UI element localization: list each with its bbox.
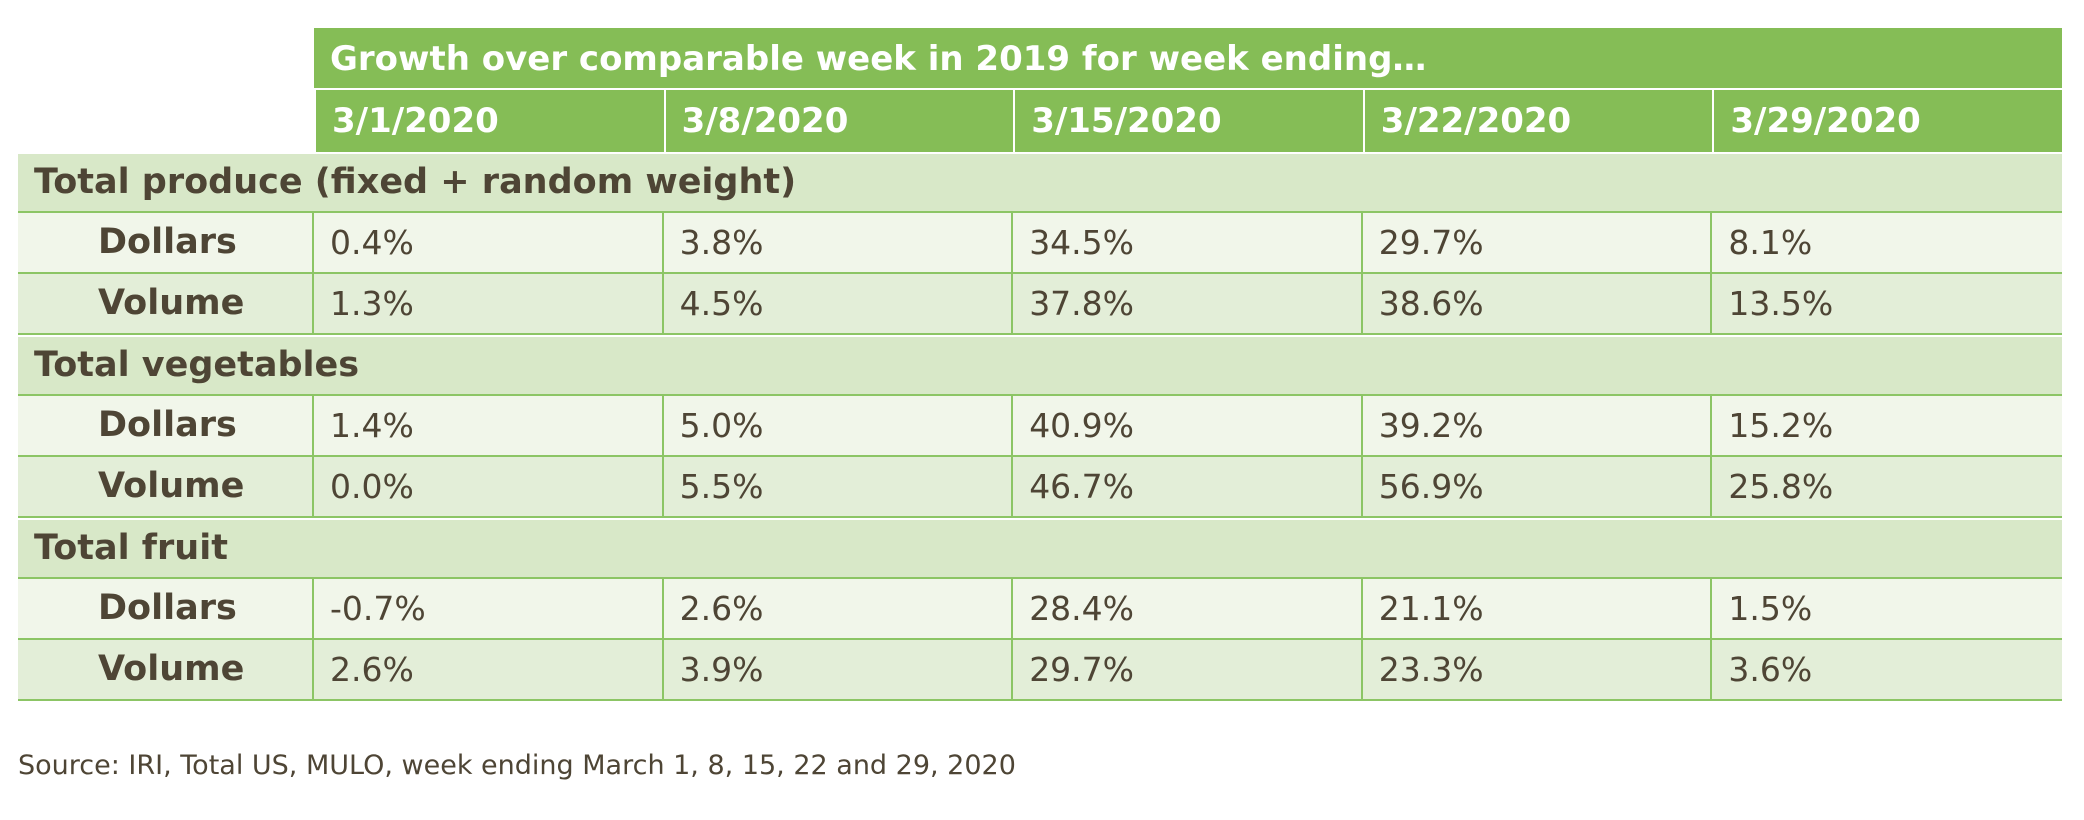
table-header-dates: 3/1/2020 3/8/2020 3/15/2020 3/22/2020 3/… — [18, 90, 2062, 152]
source-note: Source: IRI, Total US, MULO, week ending… — [18, 750, 1016, 781]
row-label: Volume — [18, 274, 314, 333]
table-cell: 39.2% — [1363, 396, 1713, 455]
header-date-5: 3/29/2020 — [1712, 90, 2062, 152]
table-cell: 38.6% — [1363, 274, 1713, 333]
table-row: Volume 1.3% 4.5% 37.8% 38.6% 13.5% — [18, 274, 2062, 335]
growth-table: Growth over comparable week in 2019 for … — [18, 28, 2062, 701]
table-cell: -0.7% — [314, 579, 664, 638]
table-cell: 46.7% — [1013, 457, 1363, 516]
section-total-vegetables: Total vegetables — [18, 335, 2062, 396]
row-label: Dollars — [18, 213, 314, 272]
table-cell: 5.0% — [664, 396, 1014, 455]
header-blank-cell — [18, 28, 314, 90]
row-label: Dollars — [18, 579, 314, 638]
table-cell: 37.8% — [1013, 274, 1363, 333]
table-row: Volume 2.6% 3.9% 29.7% 23.3% 3.6% — [18, 640, 2062, 701]
table-cell: 3.8% — [664, 213, 1014, 272]
header-date-2: 3/8/2020 — [663, 90, 1014, 152]
table-cell: 29.7% — [1363, 213, 1713, 272]
table-cell: 40.9% — [1013, 396, 1363, 455]
table-cell: 1.5% — [1728, 589, 1813, 628]
table-cell: 56.9% — [1363, 457, 1713, 516]
table-cell: 5.5% — [664, 457, 1014, 516]
table-cell: 34.5% — [1013, 213, 1363, 272]
table-cell: 21.1% — [1363, 579, 1713, 638]
table-cell: 29.7% — [1013, 640, 1363, 699]
table-cell: 13.5% — [1728, 284, 1834, 323]
table-row: Volume 0.0% 5.5% 46.7% 56.9% 25.8% — [18, 457, 2062, 518]
table-row: Dollars -0.7% 2.6% 28.4% 21.1% 1.5% — [18, 579, 2062, 640]
table-cell: 2.6% — [314, 640, 664, 699]
table-row: Dollars 1.4% 5.0% 40.9% 39.2% 15.2% — [18, 396, 2062, 457]
table-cell: 8.1% — [1728, 223, 1813, 262]
header-group-title: Growth over comparable week in 2019 for … — [314, 28, 2062, 90]
row-label: Dollars — [18, 396, 314, 455]
table-row: Dollars 0.4% 3.8% 34.5% 29.7% 8.1% — [18, 213, 2062, 274]
table-cell: 15.2% — [1728, 406, 1834, 445]
row-label: Volume — [18, 457, 314, 516]
table-cell: 0.0% — [314, 457, 664, 516]
table-cell: 23.3% — [1363, 640, 1713, 699]
header-blank-cell — [18, 90, 314, 152]
table-cell: 1.4% — [314, 396, 664, 455]
header-date-3: 3/15/2020 — [1013, 90, 1363, 152]
table-cell: 3.9% — [664, 640, 1014, 699]
section-total-fruit: Total fruit — [18, 518, 2062, 579]
header-date-4: 3/22/2020 — [1362, 90, 1713, 152]
table-cell: 25.8% — [1728, 467, 1834, 506]
row-label: Volume — [18, 640, 314, 699]
table-cell: 0.4% — [314, 213, 664, 272]
table-cell: 4.5% — [664, 274, 1014, 333]
table-cell: 3.6% — [1728, 650, 1813, 689]
header-date-1: 3/1/2020 — [314, 90, 664, 152]
table-header-group: Growth over comparable week in 2019 for … — [18, 28, 2062, 90]
table-cell: 28.4% — [1013, 579, 1363, 638]
table-cell: 1.3% — [314, 274, 664, 333]
section-total-produce: Total produce (fixed + random weight) — [18, 152, 2062, 213]
table-cell: 2.6% — [664, 579, 1014, 638]
